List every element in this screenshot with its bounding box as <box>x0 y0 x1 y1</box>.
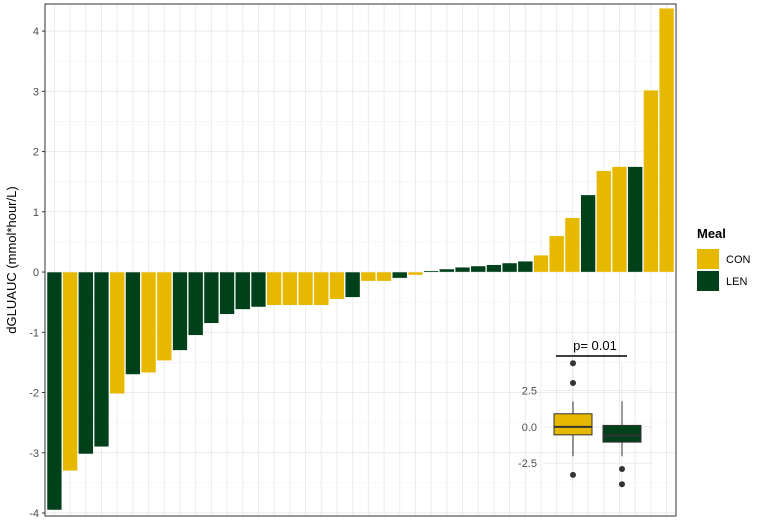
bar-len <box>250 271 267 308</box>
bar-len <box>517 261 533 273</box>
bar-con <box>282 271 298 306</box>
bar-con <box>533 254 549 273</box>
bar-con <box>549 235 565 273</box>
y-tick-label: 0 <box>33 267 39 279</box>
legend-swatch-len <box>697 271 719 291</box>
inset-y-tick-label: 0.0 <box>522 422 537 434</box>
bar-len <box>454 267 471 273</box>
bar-con <box>564 217 580 273</box>
plot-panel-border <box>44 3 677 517</box>
box-con-outlier-point <box>570 360 576 367</box>
inset-y-tick-label: -2.5 <box>518 458 537 470</box>
y-tick-label: 3 <box>33 86 39 98</box>
inset-y-tick-label: 2.5 <box>522 386 537 398</box>
bar-con <box>109 271 125 394</box>
bar-len <box>423 270 439 273</box>
legend-swatch-con <box>697 249 719 269</box>
box-con <box>553 413 593 436</box>
y-tick-label: -2 <box>29 388 39 400</box>
bar-con <box>141 271 157 373</box>
bar-con <box>643 89 659 273</box>
bar-len <box>46 271 62 511</box>
bar-con <box>329 271 345 300</box>
legend-title: Meal <box>697 226 726 241</box>
y-tick-label: -1 <box>29 327 39 339</box>
legend-label-con: CON <box>726 254 751 266</box>
legend: Meal CON LEN <box>697 226 751 291</box>
bar-con <box>611 166 628 273</box>
bar-len <box>172 271 188 351</box>
bar-len <box>235 271 251 310</box>
bar-len <box>486 264 502 273</box>
bar-con <box>659 8 675 273</box>
y-axis-label: dGLUAUC (mmol*hour/L) <box>4 186 19 333</box>
bar-con <box>62 271 78 472</box>
bar-con <box>297 271 314 306</box>
bar-len <box>188 271 204 336</box>
y-tick-label: -4 <box>29 508 39 520</box>
bar-con <box>156 271 172 361</box>
bar-con <box>360 271 376 282</box>
bar-len <box>125 271 141 375</box>
box-len <box>602 424 642 443</box>
inset-boxplot: 2.5 0.0 -2.5 <box>518 355 652 488</box>
box-len-outlier-point <box>619 481 625 488</box>
y-axis-ticks: -4 -3 -2 -1 0 1 2 3 4 <box>29 26 45 520</box>
bar-len <box>219 271 235 315</box>
bar-con <box>266 271 282 306</box>
bar-len <box>93 271 110 447</box>
bar-con <box>313 271 329 306</box>
bar-len <box>580 194 596 273</box>
box-con-outlier-point <box>570 379 576 386</box>
p-value-annotation: p= 0.01 <box>573 338 617 353</box>
bar-len <box>439 268 455 273</box>
waterfall-bars <box>46 8 675 511</box>
box-len-outlier-point <box>619 466 625 473</box>
y-tick-label: 2 <box>33 147 39 159</box>
bar-len <box>627 166 643 273</box>
bar-con <box>596 170 612 273</box>
bar-len <box>78 271 94 455</box>
bar-con <box>407 271 424 276</box>
y-tick-label: 1 <box>33 207 39 219</box>
bar-len <box>392 271 408 279</box>
box-con-outlier-point <box>570 471 576 478</box>
y-tick-label: -3 <box>29 448 39 460</box>
bar-len <box>203 271 219 324</box>
bar-len <box>502 262 518 273</box>
bar-len <box>345 271 361 298</box>
bar-len <box>470 265 486 273</box>
bar-con <box>376 271 392 282</box>
y-tick-label: 4 <box>33 26 39 38</box>
legend-label-len: LEN <box>726 276 747 288</box>
